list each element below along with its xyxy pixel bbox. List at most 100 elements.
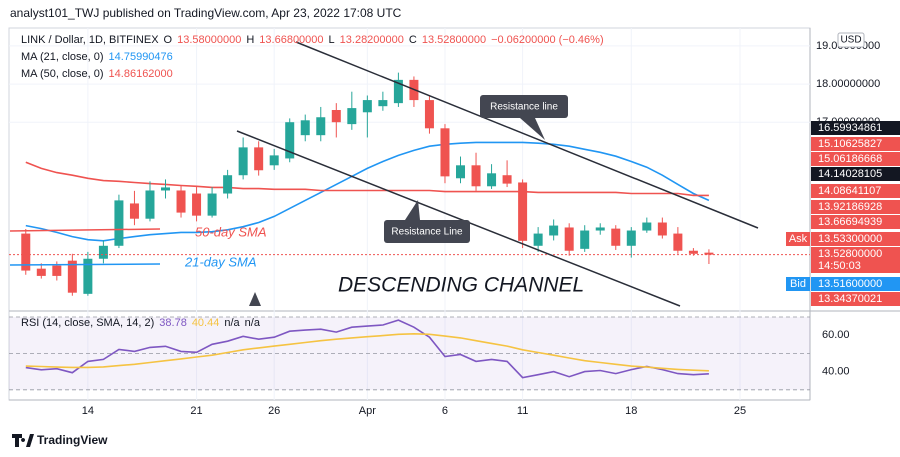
brand-logo <box>12 434 34 447</box>
symbol: LINK / Dollar, 1D, BITFINEX <box>21 34 159 46</box>
candle-body <box>704 252 714 255</box>
candle-body <box>21 233 31 271</box>
triangle-marker <box>249 292 261 306</box>
candle-body <box>36 268 46 276</box>
candle-body <box>378 100 388 107</box>
legend-name: MA (50, close, 0) <box>21 68 104 80</box>
x-tick-label: 26 <box>268 405 280 417</box>
grid <box>9 28 810 400</box>
candle-body <box>83 258 93 294</box>
sma21-label: 21-day SMA <box>184 254 257 269</box>
price-tag-label: 14:50:03 <box>818 260 861 272</box>
ohlc-key: O <box>164 34 173 46</box>
price-tag-label: 14.08641107 <box>818 185 881 197</box>
candle-body <box>114 200 124 246</box>
side-tag <box>786 277 810 291</box>
ohlc-value: 13.28200000 <box>340 34 404 46</box>
price-tag-label: 14.14028105 <box>818 168 882 180</box>
price-tag-label: 13.34370021 <box>818 293 882 305</box>
candle-body <box>362 100 372 113</box>
price-tag <box>811 167 900 181</box>
price-tag <box>811 184 900 198</box>
legend-value: n/a <box>245 317 261 329</box>
legend: LINK / Dollar, 1D, BITFINEX O 13.58000000 H… <box>21 34 604 329</box>
ohlc-key: H <box>246 34 254 46</box>
legend-value: 40.44 <box>192 317 220 329</box>
y-tick-label: 60.00 <box>822 329 850 341</box>
y-tick-label: 18.00000000 <box>816 78 880 90</box>
candle-body <box>52 265 62 276</box>
price-tag <box>811 277 900 291</box>
candle-body <box>611 228 621 246</box>
candle-body <box>67 260 77 293</box>
side-tag-label: Bid <box>790 278 806 290</box>
candle-body <box>145 190 155 219</box>
candle-body <box>176 190 186 213</box>
candle-body <box>533 233 543 246</box>
candle-body <box>161 187 171 191</box>
sma50-label: 50-day SMA <box>195 224 267 239</box>
candle-body <box>657 222 667 236</box>
currency-tag <box>837 32 865 48</box>
ohlc-value: 13.52800000 <box>422 34 486 46</box>
side-tag-label: Ask <box>789 233 808 245</box>
legend-name: RSI (14, close, SMA, 14, 2) <box>21 317 154 329</box>
x-tick-label: 6 <box>442 405 448 417</box>
x-tick-label: 21 <box>190 405 202 417</box>
candle-body <box>300 120 310 136</box>
callout-box <box>480 95 568 118</box>
candle-body <box>129 203 139 219</box>
candle-body <box>238 147 248 176</box>
price-tag <box>811 152 900 166</box>
price-tag <box>811 292 900 306</box>
candle-body <box>347 108 357 125</box>
candle-body <box>502 175 512 184</box>
candle-body <box>316 117 326 136</box>
candle-body <box>642 222 652 231</box>
candle-body <box>673 233 683 251</box>
candle-body <box>456 165 466 179</box>
price-tag <box>811 232 900 246</box>
price-tag-label: 16.59934861 <box>818 122 882 134</box>
series-line <box>25 161 709 197</box>
sma21-marker-line <box>9 263 161 266</box>
ohlc-key: C <box>409 34 417 46</box>
price-tag-label: 13.51600000 <box>818 278 882 290</box>
price-tag-label: 13.52800000 <box>818 248 882 260</box>
candle-body <box>549 225 559 236</box>
candle-body <box>254 147 264 171</box>
price-tag-label: 13.66694939 <box>818 216 882 228</box>
series-line <box>25 141 710 242</box>
ohlc-value: 13.66800000 <box>259 34 323 46</box>
price-axis: 142126Apr611182519.0000000018.0000000017… <box>82 32 900 417</box>
x-tick-label: 25 <box>734 405 746 417</box>
legend-value: 38.78 <box>159 317 187 329</box>
callout-tail <box>520 118 545 140</box>
candle-body <box>269 155 279 166</box>
channel-upper-line <box>295 41 759 229</box>
candle-body <box>98 245 108 259</box>
legend-value: 14.86162000 <box>109 68 173 80</box>
channel-label: DESCENDING CHANNEL <box>338 274 584 297</box>
currency-label: USD <box>840 35 861 46</box>
drawings: Resistance line Resistance Line 50-day S… <box>9 41 759 307</box>
candle-body <box>331 110 341 123</box>
price-tag-label: 13.92186928 <box>818 201 882 213</box>
footer: TradingView <box>12 433 108 447</box>
x-tick-label: 11 <box>517 405 528 417</box>
y-tick-label: 40.00 <box>822 366 850 378</box>
series-line <box>25 332 709 372</box>
marks <box>9 72 810 379</box>
price-tag-label: 15.10625827 <box>818 138 882 150</box>
x-tick-label: 18 <box>625 405 637 417</box>
legend-name: MA (21, close, 0) <box>21 51 104 63</box>
price-tag-label: 15.06186668 <box>818 153 882 165</box>
legend-row: MA (50, close, 0) 14.86162000 <box>21 68 173 80</box>
callout-text: Resistance line <box>490 102 558 113</box>
candle-body <box>440 128 450 177</box>
candle-body <box>285 122 295 159</box>
price-tag <box>811 215 900 229</box>
price-tag <box>811 137 900 151</box>
callout-tail <box>405 200 420 220</box>
candle-body <box>207 193 217 216</box>
